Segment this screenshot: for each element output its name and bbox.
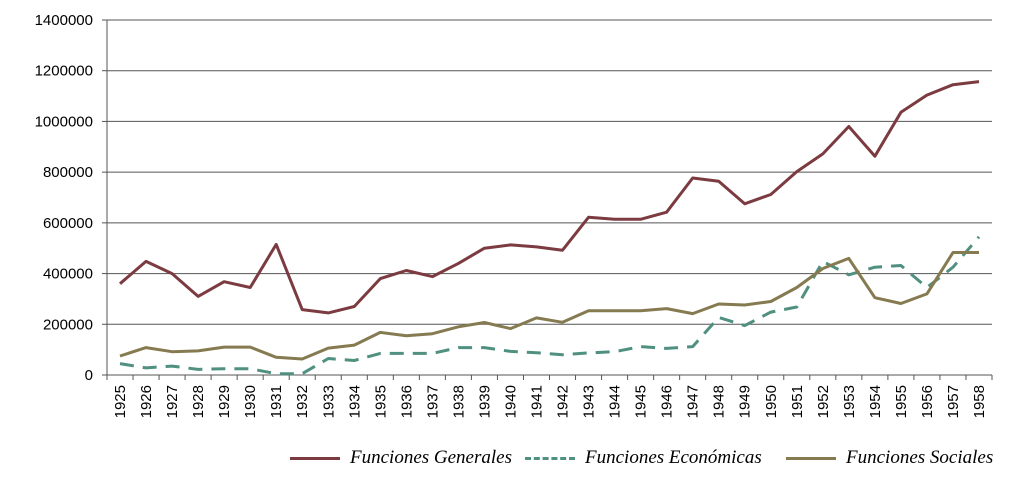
x-tick-label: 1932 xyxy=(294,385,311,418)
legend-label-sociales: Funciones Sociales xyxy=(846,447,994,468)
legend-swatch-generales xyxy=(290,456,340,460)
x-tick-label: 1941 xyxy=(528,385,545,418)
y-tick-label: 600000 xyxy=(43,215,93,232)
x-tick-label: 1954 xyxy=(867,385,884,418)
legend-label-economicas: Funciones Económicas xyxy=(585,447,762,468)
y-tick-label: 1200000 xyxy=(35,63,93,80)
y-tick-label: 800000 xyxy=(43,164,93,181)
x-tick-label: 1942 xyxy=(555,385,572,418)
x-tick-label: 1927 xyxy=(164,385,181,418)
x-tick-label: 1930 xyxy=(242,385,259,418)
x-tick-label: 1957 xyxy=(945,385,962,418)
x-tick-label: 1943 xyxy=(581,385,598,418)
legend-item-generales: Funciones Generales xyxy=(290,440,512,476)
x-tick-label: 1926 xyxy=(138,385,155,418)
series-line-0 xyxy=(119,80,980,315)
x-tick-label: 1947 xyxy=(685,385,702,418)
legend-swatch-sociales xyxy=(786,456,836,460)
x-tick-label: 1952 xyxy=(815,385,832,418)
x-tick-label: 1956 xyxy=(919,385,936,418)
legend: Funciones Generales Funciones Económicas… xyxy=(0,440,1024,476)
x-tick-label: 1933 xyxy=(320,385,337,418)
legend-item-economicas: Funciones Económicas xyxy=(525,440,762,476)
x-tick-label: 1934 xyxy=(346,385,363,418)
series-line-2 xyxy=(119,251,979,361)
line-chart: 0 200000 400000 600000 800000 1000000 1200000 1… xyxy=(35,12,993,418)
x-tick-label: 1945 xyxy=(633,385,650,418)
x-tick-label: 1946 xyxy=(659,385,676,418)
x-tick-label: 1948 xyxy=(711,385,728,418)
legend-label-generales: Funciones Generales xyxy=(350,447,512,468)
x-tick-label: 1949 xyxy=(737,385,754,418)
y-tick-label: 400000 xyxy=(43,266,93,283)
x-tick-label: 1936 xyxy=(398,385,415,418)
x-tick-label: 1958 xyxy=(971,385,988,418)
y-tick-label: 1000000 xyxy=(35,113,93,130)
x-tick-label: 1937 xyxy=(424,385,441,418)
x-tick-label: 1950 xyxy=(763,385,780,418)
x-tick-label: 1925 xyxy=(112,385,129,418)
series-line-1 xyxy=(119,235,981,376)
series-lines xyxy=(119,80,981,376)
y-axis: 0 200000 400000 600000 800000 1000000 1200000 1… xyxy=(35,12,108,384)
y-tick-label: 1400000 xyxy=(35,12,93,29)
legend-item-sociales: Funciones Sociales xyxy=(786,440,993,476)
x-tick-label: 1935 xyxy=(372,385,389,418)
x-tick-label: 1928 xyxy=(190,385,207,418)
x-tick-label: 1944 xyxy=(607,385,624,418)
y-tick-label: 0 xyxy=(85,367,93,384)
x-tick-label: 1939 xyxy=(476,385,493,418)
y-tick-label: 200000 xyxy=(43,316,93,333)
x-tick-label: 1953 xyxy=(841,385,858,418)
x-tick-label: 1951 xyxy=(789,385,806,418)
x-axis: 1925 1926 1927 1928 1929 1930 1931 1932 1933 1934… xyxy=(106,374,993,418)
x-tick-label: 1940 xyxy=(502,385,519,418)
x-tick-label: 1931 xyxy=(268,385,285,418)
gridlines xyxy=(107,19,992,325)
legend-swatch-economicas xyxy=(525,456,575,460)
x-tick-label: 1938 xyxy=(450,385,467,418)
x-tick-label: 1929 xyxy=(216,385,233,418)
x-tick-label: 1955 xyxy=(893,385,910,418)
